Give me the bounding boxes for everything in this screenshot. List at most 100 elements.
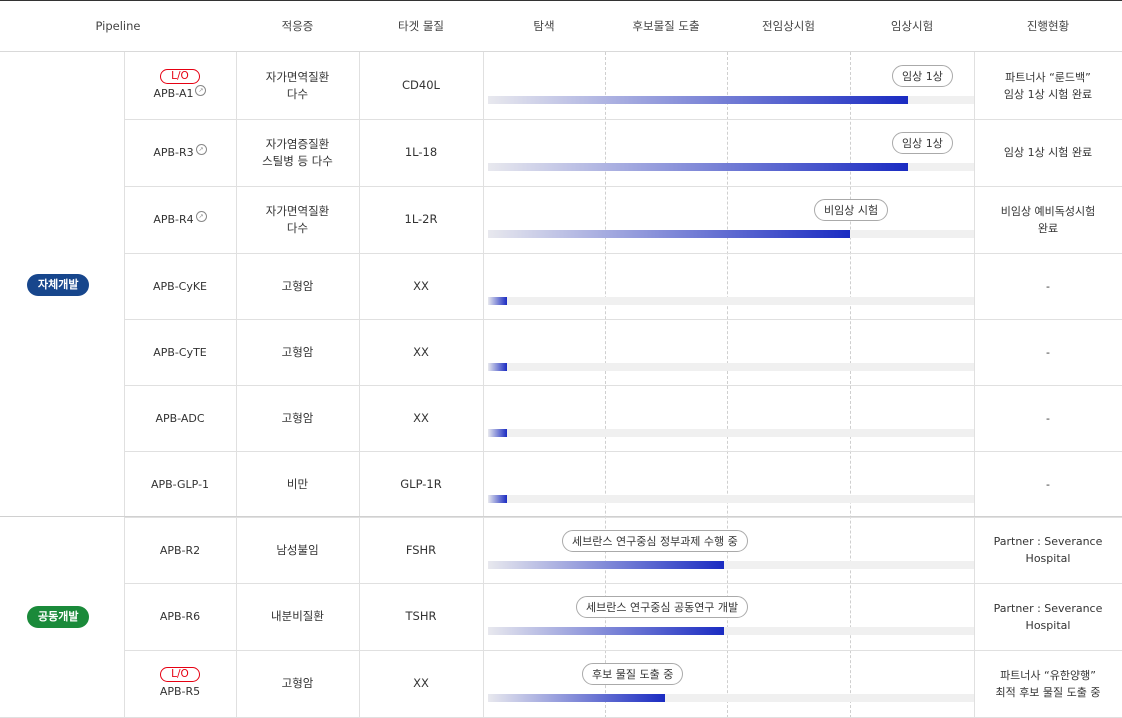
progress-fill bbox=[488, 561, 724, 569]
stage-bubble: 임상 1상 bbox=[892, 132, 953, 154]
status-line: - bbox=[1046, 345, 1050, 359]
target-cell: TSHR bbox=[405, 609, 437, 623]
row-divider bbox=[124, 319, 1122, 320]
pipeline-name-cell: APB-CyKE bbox=[124, 253, 236, 319]
row-divider bbox=[124, 385, 1122, 386]
target-cell: XX bbox=[413, 676, 429, 690]
row-divider bbox=[124, 253, 1122, 254]
pipeline-name: APB-CyKE bbox=[152, 279, 208, 293]
status-line: 파트너사 “유한양행” bbox=[1000, 668, 1096, 682]
progress-fill bbox=[488, 429, 508, 437]
indication-cell: 고형암 bbox=[236, 385, 359, 451]
header-divider bbox=[0, 51, 1122, 52]
pipeline-name: APB-A1 bbox=[153, 87, 194, 100]
status-cell: - bbox=[974, 451, 1122, 517]
progress-track bbox=[488, 694, 974, 702]
status-line: 비임상 예비독성시험 bbox=[1000, 204, 1096, 218]
pipeline-name: APB-GLP-1 bbox=[150, 477, 210, 491]
status-line: 임상 1상 시험 완료 bbox=[1003, 87, 1093, 101]
group-badge-co-development: 공동개발 bbox=[27, 606, 90, 628]
progress-fill bbox=[488, 230, 851, 238]
pipeline-name: APB-R2 bbox=[159, 543, 201, 557]
pipeline-name: APB-R5 bbox=[159, 685, 201, 698]
target-cell: 1L-18 bbox=[404, 145, 438, 159]
indication-line: 자가염증질환 bbox=[265, 136, 330, 151]
target-cell: XX bbox=[413, 278, 429, 293]
progress-fill bbox=[488, 363, 508, 371]
status-line: - bbox=[1046, 279, 1050, 293]
row-divider bbox=[124, 517, 1122, 518]
pipeline-name-cell: L/O APB-A1 ↗ bbox=[124, 52, 236, 119]
pipeline-name-cell: APB-R4 ↗ bbox=[124, 186, 236, 253]
external-link-icon[interactable]: ↗ bbox=[195, 144, 207, 155]
row-divider bbox=[124, 186, 1122, 187]
group-divider bbox=[0, 516, 1122, 517]
target-cell: CD40L bbox=[402, 78, 440, 92]
indication-line: 고형암 bbox=[281, 344, 314, 359]
status-cell: 파트너사 “룬드백” 임상 1상 시험 완료 bbox=[974, 52, 1122, 119]
status-line: - bbox=[1046, 477, 1050, 491]
pipeline-name-cell: APB-GLP-1 bbox=[124, 451, 236, 517]
status-line: 파트너사 “룬드백” bbox=[1005, 70, 1091, 84]
progress-track bbox=[488, 495, 974, 503]
indication-cell: 자가염증질환 스틸병 등 다수 bbox=[236, 119, 359, 186]
pipeline-name-cell: L/O APB-R5 bbox=[124, 650, 236, 717]
status-line: 임상 1상 시험 완료 bbox=[1003, 146, 1093, 159]
header-indication: 적응증 bbox=[281, 19, 314, 33]
header-stage-clinical: 임상시험 bbox=[890, 19, 934, 33]
target-cell: 1L-2R bbox=[404, 212, 438, 226]
row-divider bbox=[124, 119, 1122, 120]
stage-bubble: 비임상 시험 bbox=[814, 199, 889, 221]
progress-fill bbox=[488, 627, 724, 635]
status-line: 완료 bbox=[1037, 221, 1059, 235]
indication-line: 자가면역질환 bbox=[265, 203, 330, 218]
indication-line: 자가면역질환 bbox=[265, 69, 330, 84]
indication-cell: 고형암 bbox=[236, 319, 359, 385]
header-stage-candidate: 후보물질 도출 bbox=[632, 19, 700, 33]
stage-bubble: 세브란스 연구중심 공동연구 개발 bbox=[576, 596, 749, 618]
indication-line: 다수 bbox=[286, 220, 309, 235]
group-badge-in-house: 자체개발 bbox=[27, 274, 90, 296]
external-link-icon[interactable]: ↗ bbox=[195, 85, 207, 96]
status-line: Hospital bbox=[1025, 552, 1071, 565]
license-out-badge: L/O bbox=[160, 69, 200, 84]
target-cell: XX bbox=[413, 410, 429, 425]
pipeline-name-cell: APB-CyTE bbox=[124, 319, 236, 385]
target-cell: FSHR bbox=[405, 542, 437, 557]
stage-bubble: 후보 물질 도출 중 bbox=[582, 663, 684, 685]
indication-line: 다수 bbox=[286, 86, 309, 101]
progress-track bbox=[488, 429, 974, 437]
indication-line: 고형암 bbox=[281, 278, 314, 293]
indication-cell: 고형암 bbox=[236, 650, 359, 717]
status-cell: - bbox=[974, 385, 1122, 451]
progress-track bbox=[488, 627, 974, 635]
header-stage-explore: 탐색 bbox=[533, 19, 555, 33]
pipeline-name-cell: APB-R2 bbox=[124, 517, 236, 583]
progress-fill bbox=[488, 96, 909, 104]
status-line: 최적 후보 물질 도출 중 bbox=[995, 685, 1101, 699]
progress-fill bbox=[488, 163, 909, 171]
pipeline-name: APB-R6 bbox=[159, 610, 201, 623]
status-cell: 파트너사 “유한양행” 최적 후보 물질 도출 중 bbox=[974, 650, 1122, 717]
progress-fill bbox=[488, 297, 508, 305]
row-divider bbox=[124, 451, 1122, 452]
header-status: 진행현황 bbox=[1026, 19, 1070, 33]
header-stage-preclinical: 전임상시험 bbox=[762, 19, 815, 33]
row-divider bbox=[124, 583, 1122, 584]
pipeline-name: APB-R3 bbox=[153, 146, 194, 159]
status-line: Hospital bbox=[1025, 618, 1071, 632]
status-line: Partner : Severance bbox=[993, 601, 1103, 615]
stage-bubble: 임상 1상 bbox=[892, 65, 953, 87]
indication-line: 남성불임 bbox=[276, 542, 319, 557]
status-cell: - bbox=[974, 253, 1122, 319]
indication-line: 고형암 bbox=[281, 410, 314, 425]
stage-bubble: 세브란스 연구중심 정부과제 수행 중 bbox=[562, 530, 748, 552]
external-link-icon[interactable]: ↗ bbox=[195, 211, 207, 222]
pipeline-name-cell: APB-R6 bbox=[124, 583, 236, 650]
progress-track bbox=[488, 297, 974, 305]
indication-line: 고형암 bbox=[281, 676, 314, 690]
pipeline-name: APB-CyTE bbox=[153, 345, 207, 359]
